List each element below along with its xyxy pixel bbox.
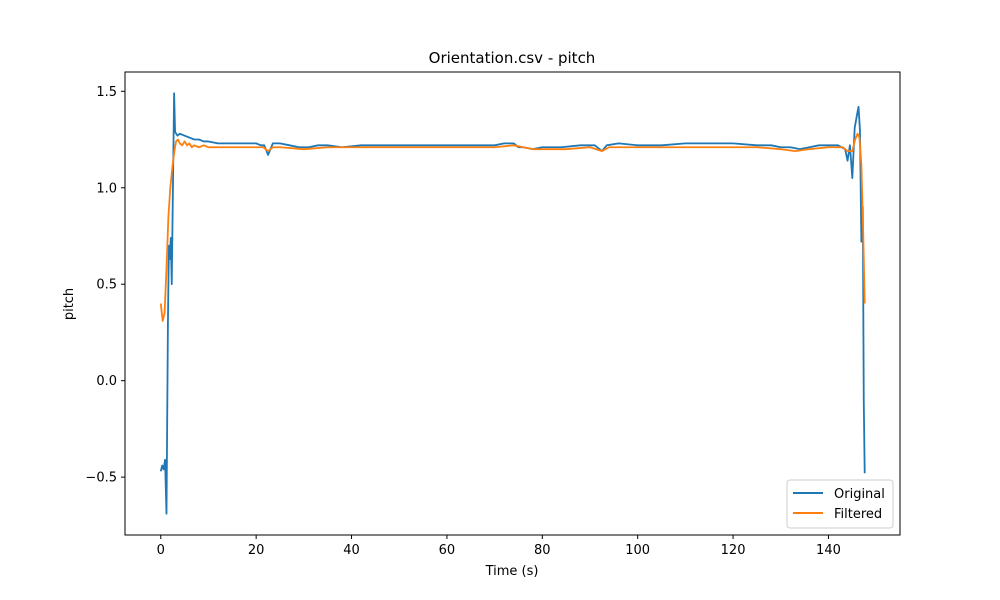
- plot-area: [159, 92, 866, 515]
- x-tick-label: 100: [625, 543, 650, 558]
- x-tick-label: 40: [343, 543, 360, 558]
- x-tick-label: 140: [816, 543, 841, 558]
- x-tick-label: 60: [439, 543, 456, 558]
- legend: Original Filtered: [786, 479, 894, 529]
- y-tick-label: 1.0: [96, 181, 117, 196]
- y-axis-label: pitch: [62, 288, 77, 320]
- y-tick-label: 1.5: [96, 85, 117, 100]
- x-tick-label: 80: [534, 543, 551, 558]
- x-tick-label: 20: [248, 543, 265, 558]
- x-tick-label: 0: [157, 543, 165, 558]
- legend-label-original: Original: [834, 487, 885, 502]
- series-line-filtered: [159, 132, 866, 322]
- y-tick-label: 0.5: [96, 278, 117, 293]
- chart-title: Orientation.csv - pitch: [429, 49, 596, 67]
- y-tick-label: 0.0: [96, 374, 117, 389]
- legend-label-filtered: Filtered: [834, 507, 882, 522]
- x-axis-label: Time (s): [485, 564, 539, 579]
- x-tick-label: 120: [721, 543, 746, 558]
- plot-frame: [124, 71, 901, 536]
- y-tick-label: −0.5: [85, 471, 117, 486]
- series-line-original: [159, 92, 866, 515]
